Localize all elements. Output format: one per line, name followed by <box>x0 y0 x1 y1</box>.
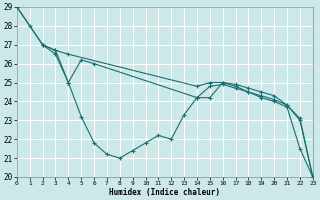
X-axis label: Humidex (Indice chaleur): Humidex (Indice chaleur) <box>109 188 220 197</box>
